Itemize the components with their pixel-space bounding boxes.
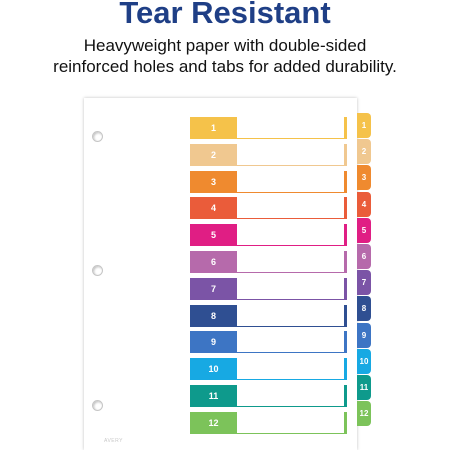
row-tab-label-8: 8	[190, 304, 237, 327]
edge-tab-9: 9	[357, 322, 371, 348]
tab-row-12: 12	[0, 411, 450, 434]
row-rule-11	[237, 406, 345, 407]
row-stripe-11	[344, 385, 347, 407]
edge-tab-7: 7	[357, 270, 371, 296]
row-stripe-2	[344, 143, 347, 166]
punch-hole-bottom	[92, 400, 103, 411]
row-stripe-7	[344, 277, 347, 300]
row-rule-5	[237, 245, 345, 247]
row-rule-1	[237, 138, 345, 139]
subheadline-line-2: reinforced holes and tabs for added dura…	[53, 57, 397, 76]
row-stripe-5	[344, 224, 347, 247]
row-tab-label-2: 2	[190, 143, 237, 166]
row-stripe-12	[344, 411, 347, 434]
edge-tab-4: 4	[357, 191, 371, 217]
edge-tab-11: 11	[357, 375, 371, 400]
punch-hole-middle	[92, 265, 103, 276]
row-stripe-6	[344, 251, 347, 273]
edge-tab-3: 3	[357, 165, 371, 191]
row-tab-label-11: 11	[190, 385, 237, 407]
edge-tab-1: 1	[357, 113, 371, 138]
edge-tab-2: 2	[357, 139, 371, 165]
row-rule-2	[237, 164, 345, 166]
row-rule-6	[237, 272, 345, 273]
row-tab-label-9: 9	[190, 331, 237, 354]
headline: Tear Resistant	[119, 0, 331, 30]
row-tab-label-7: 7	[190, 277, 237, 300]
row-tab-label-3: 3	[190, 170, 237, 193]
row-rule-8	[237, 325, 345, 327]
row-tab-label-4: 4	[190, 197, 237, 220]
edge-tab-10: 10	[357, 348, 371, 374]
row-tab-label-1: 1	[190, 117, 237, 139]
tab-row-10: 10	[0, 358, 450, 381]
tab-row-4: 4	[0, 197, 450, 220]
tab-row-6: 6	[0, 251, 450, 273]
tab-row-8: 8	[0, 304, 450, 327]
tab-row-3: 3	[0, 170, 450, 193]
row-rule-3	[237, 191, 345, 193]
edge-tab-8: 8	[357, 296, 371, 322]
row-tab-label-10: 10	[190, 358, 237, 381]
subheadline-line-1: Heavyweight paper with double-sided	[83, 36, 367, 55]
row-tab-label-5: 5	[190, 224, 237, 247]
tab-row-9: 9	[0, 331, 450, 354]
tab-row-1: 1	[0, 117, 450, 139]
edge-tab-5: 5	[357, 217, 371, 243]
row-rule-7	[237, 298, 345, 300]
row-stripe-9	[344, 331, 347, 354]
row-stripe-4	[344, 197, 347, 220]
row-rule-4	[237, 218, 345, 220]
edge-tab-12: 12	[357, 401, 371, 427]
row-stripe-1	[344, 117, 347, 139]
row-rule-9	[237, 352, 345, 354]
brand-logo: AVERY	[104, 438, 123, 444]
row-stripe-10	[344, 358, 347, 381]
row-rule-10	[237, 379, 345, 381]
row-stripe-8	[344, 304, 347, 327]
row-rule-12	[237, 432, 345, 434]
tab-row-2: 2	[0, 143, 450, 166]
punch-hole-top	[92, 131, 103, 142]
row-stripe-3	[344, 170, 347, 193]
edge-tab-6: 6	[357, 244, 371, 269]
row-tab-label-6: 6	[190, 251, 237, 273]
tab-row-7: 7	[0, 277, 450, 300]
tab-row-11: 11	[0, 385, 450, 407]
tab-row-5: 5	[0, 224, 450, 247]
row-tab-label-12: 12	[190, 411, 237, 434]
